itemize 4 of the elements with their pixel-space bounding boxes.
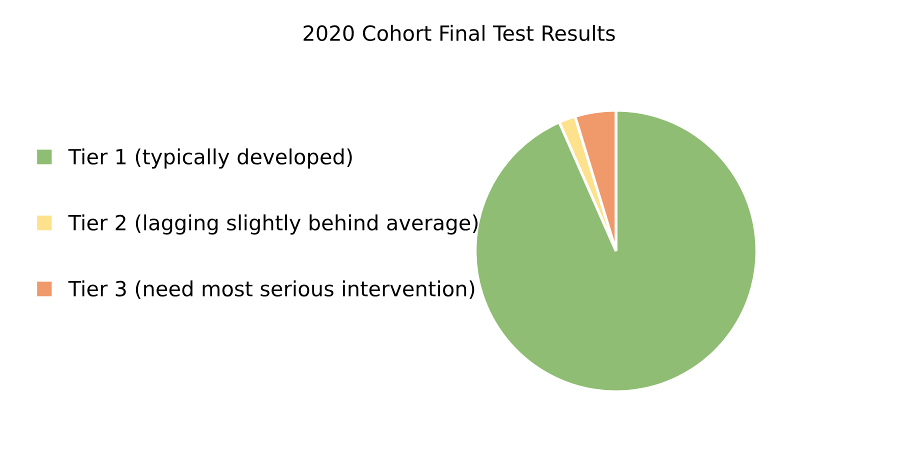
legend-label: Tier 2 (lagging slightly behind average) [68, 214, 478, 235]
legend-label: Tier 1 (typically developed) [68, 148, 352, 169]
legend-label: Tier 3 (need most serious intervention) [68, 280, 474, 299]
chart-title: 2020 Cohort Final Test Results [304, 24, 615, 42]
